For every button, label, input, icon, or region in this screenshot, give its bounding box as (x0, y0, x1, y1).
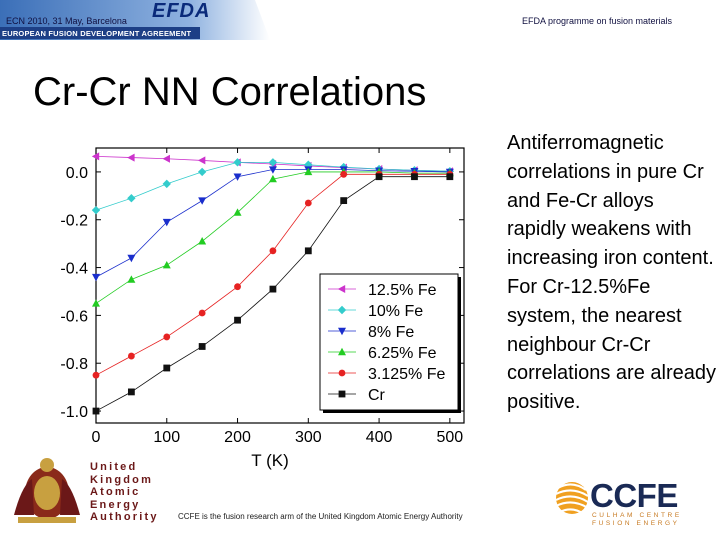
correlation-chart: 0.0 -0.2 -0.4 -0.6 -0.8 -1.0 0 100 200 300 400 500 T… (0, 140, 480, 480)
header-programme: EFDA programme on fusion materials (522, 16, 673, 26)
data-point (92, 273, 100, 282)
ukaea-name: United Kingdom Atomic Energy Authority (90, 461, 159, 524)
data-point (268, 166, 277, 174)
slide-title: Cr-Cr NN Correlations (33, 70, 427, 114)
efda-logo-subtitle: EUROPEAN FUSION DEVELOPMENT AGREEMENT (2, 29, 192, 38)
ukaea-line: Kingdom (90, 473, 154, 486)
data-point (162, 260, 171, 269)
ukaea-line: Energy (90, 498, 141, 511)
efda-banner (0, 0, 270, 40)
data-point (197, 156, 206, 165)
data-point (162, 179, 171, 189)
legend-marker (337, 285, 346, 293)
x-tick-label: 500 (436, 429, 463, 446)
x-axis-label: T (K) (251, 451, 288, 470)
legend-label: 12.5% Fe (368, 282, 437, 299)
data-point (163, 333, 171, 341)
data-point (127, 254, 136, 263)
ukaea-line: Authority (90, 511, 159, 524)
legend-marker (338, 390, 346, 398)
x-tick-label: 400 (366, 429, 393, 446)
data-point (375, 173, 383, 181)
body-paragraph: Antiferromagnetic correlations in pure C… (507, 132, 716, 414)
data-point (91, 205, 101, 215)
legend-label: 10% Fe (368, 303, 423, 320)
legend-marker (338, 347, 346, 356)
ukaea-line: Atomic (90, 486, 141, 499)
data-point (198, 309, 206, 317)
data-point (92, 371, 100, 379)
x-tick-label: 100 (153, 429, 180, 446)
data-point (127, 153, 135, 162)
header-event: ECN 2010, 31 May, Barcelona (6, 16, 127, 26)
data-point (162, 218, 171, 227)
ccfe-sun-icon (552, 476, 589, 525)
data-point (233, 173, 242, 181)
slide-body: Antiferromagnetic correlations in pure C… (507, 129, 717, 417)
data-point (163, 364, 171, 372)
legend-label: Cr (368, 387, 386, 404)
data-point (198, 237, 207, 245)
data-point (304, 199, 312, 207)
plot-frame (95, 147, 465, 424)
legend-label: 6.25% Fe (368, 345, 437, 362)
y-tick-label: -0.8 (60, 356, 88, 373)
y-tick-label: -0.6 (60, 308, 88, 325)
data-point (92, 407, 100, 415)
data-point (127, 275, 136, 283)
data-point (269, 285, 277, 293)
footer-text: CCFE is the fusion research arm of the U… (178, 512, 463, 521)
legend-marker (337, 305, 347, 315)
data-point (304, 167, 313, 176)
legend-label: 3.125% Fe (368, 366, 445, 383)
data-point (268, 158, 278, 167)
data-point (233, 158, 242, 167)
legend-box (319, 273, 459, 411)
data-point (304, 247, 312, 255)
legend-marker (338, 369, 346, 377)
data-point (233, 208, 242, 216)
y-tick-label: -0.2 (60, 213, 88, 230)
efda-logo-text: EFDA (152, 0, 211, 22)
ukaea-line: United (90, 461, 138, 473)
series-line (95, 169, 450, 278)
data-point (234, 283, 241, 291)
x-tick-label: 200 (224, 429, 251, 446)
data-point (340, 197, 348, 205)
ukaea-crest-icon (8, 455, 86, 532)
data-point (269, 247, 277, 255)
data-point (162, 154, 170, 163)
data-point (446, 173, 454, 181)
data-point (127, 352, 135, 360)
data-point (127, 194, 136, 203)
data-point (91, 152, 100, 161)
data-point (411, 173, 418, 181)
data-point (340, 170, 348, 178)
legend-marker (338, 327, 346, 336)
data-point (197, 167, 207, 177)
data-point (92, 299, 100, 307)
y-tick-label: -0.4 (60, 261, 88, 278)
data-point (268, 174, 277, 183)
y-tick-label: 0.0 (66, 165, 88, 182)
data-point (234, 316, 241, 324)
data-point (127, 388, 135, 396)
x-tick-label: 0 (92, 429, 101, 446)
y-tick-label: -1.0 (60, 404, 88, 421)
ccfe-subtitle-2: FUSION ENERGY (592, 520, 680, 527)
data-point (198, 197, 207, 205)
ccfe-subtitle-1: CULHAM CENTRE (592, 512, 682, 519)
legend-label: 8% Fe (368, 324, 414, 341)
ccfe-name: CCFE (590, 477, 678, 514)
data-point (198, 343, 206, 350)
x-tick-label: 300 (295, 429, 322, 446)
